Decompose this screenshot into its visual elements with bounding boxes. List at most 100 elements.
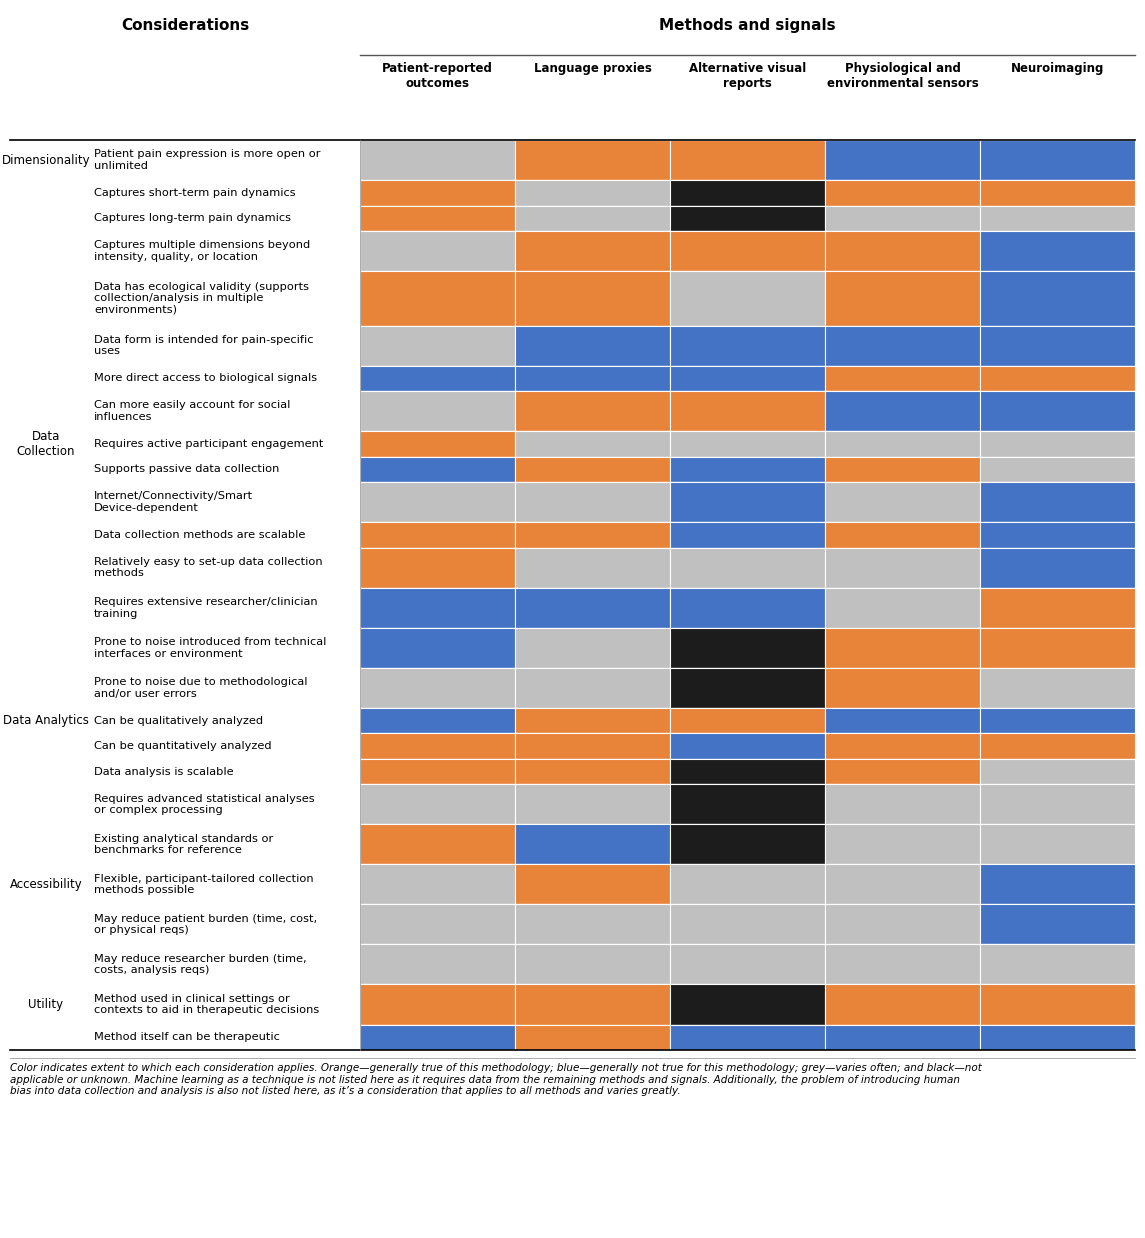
Bar [670,180,826,206]
Bar [980,864,1135,905]
Bar [980,733,1135,759]
Text: Can be qualitatively analyzed: Can be qualitatively analyzed [94,716,263,725]
Bar [360,1025,515,1050]
Bar [360,457,515,482]
Bar [980,785,1135,825]
Bar [670,206,826,232]
Bar [826,1025,980,1050]
Bar [826,785,980,825]
Text: Physiological and
environmental sensors: Physiological and environmental sensors [827,62,978,90]
Bar [515,365,670,391]
Bar [360,905,515,945]
Bar [360,431,515,457]
Bar [360,984,515,1025]
Bar [980,457,1135,482]
Bar [670,864,826,905]
Bar [826,945,980,984]
Bar [360,522,515,547]
Bar [515,326,670,365]
Bar [980,522,1135,547]
Bar [670,482,826,522]
Bar [826,482,980,522]
Bar [515,547,670,588]
Bar [360,140,515,180]
Bar [670,232,826,271]
Bar [360,759,515,785]
Bar [826,232,980,271]
Bar [360,945,515,984]
Bar [980,326,1135,365]
Text: Data
Collection: Data Collection [17,430,76,458]
Bar [515,628,670,667]
Bar [826,588,980,628]
Text: Captures multiple dimensions beyond
intensity, quality, or location: Captures multiple dimensions beyond inte… [94,240,310,261]
Bar [980,945,1135,984]
Bar [670,547,826,588]
Bar [670,708,826,733]
Bar [670,140,826,180]
Bar [980,365,1135,391]
Bar [980,905,1135,945]
Bar [826,180,980,206]
Text: Data Analytics: Data Analytics [3,714,89,727]
Text: Accessibility: Accessibility [9,878,82,891]
Text: Requires active participant engagement: Requires active participant engagement [94,439,323,449]
Bar [515,759,670,785]
Bar [515,905,670,945]
Bar [670,785,826,825]
Bar [670,522,826,547]
Bar [826,667,980,708]
Bar [826,825,980,864]
Bar [826,522,980,547]
Bar [515,271,670,326]
Bar [515,733,670,759]
Text: Relatively easy to set-up data collection
methods: Relatively easy to set-up data collectio… [94,557,323,578]
Bar [515,708,670,733]
Bar [515,140,670,180]
Bar [826,271,980,326]
Bar [980,628,1135,667]
Bar [980,667,1135,708]
Bar [670,431,826,457]
Bar [670,945,826,984]
Bar [826,140,980,180]
Text: Requires extensive researcher/clinician
training: Requires extensive researcher/clinician … [94,597,317,619]
Text: May reduce patient burden (time, cost,
or physical reqs): May reduce patient burden (time, cost, o… [94,914,317,935]
Bar [826,547,980,588]
Bar [980,482,1135,522]
Bar [515,945,670,984]
Bar [360,785,515,825]
Text: Flexible, participant-tailored collection
methods possible: Flexible, participant-tailored collectio… [94,874,314,895]
Bar [515,667,670,708]
Text: Internet/Connectivity/Smart
Device-dependent: Internet/Connectivity/Smart Device-depen… [94,491,253,513]
Bar [980,547,1135,588]
Bar [980,708,1135,733]
Bar [980,825,1135,864]
Text: Data form is intended for pain-specific
uses: Data form is intended for pain-specific … [94,334,314,357]
Text: Captures long-term pain dynamics: Captures long-term pain dynamics [94,213,291,223]
Bar [360,391,515,431]
Bar [670,905,826,945]
Text: Data has ecological validity (supports
collection/analysis in multiple
environme: Data has ecological validity (supports c… [94,282,309,314]
Bar [826,984,980,1025]
Bar [515,232,670,271]
Text: Prone to noise introduced from technical
interfaces or environment: Prone to noise introduced from technical… [94,638,326,659]
Bar [826,708,980,733]
Bar [360,667,515,708]
Bar [826,457,980,482]
Bar [360,326,515,365]
Bar [826,431,980,457]
Text: Considerations: Considerations [121,19,250,33]
Bar [980,431,1135,457]
Bar [980,1025,1135,1050]
Bar [826,905,980,945]
Bar [360,206,515,232]
Bar [670,984,826,1025]
Bar [980,391,1135,431]
Bar [515,457,670,482]
Bar [980,271,1135,326]
Bar [670,667,826,708]
Bar [515,984,670,1025]
Text: Data collection methods are scalable: Data collection methods are scalable [94,530,306,540]
Bar [826,326,980,365]
